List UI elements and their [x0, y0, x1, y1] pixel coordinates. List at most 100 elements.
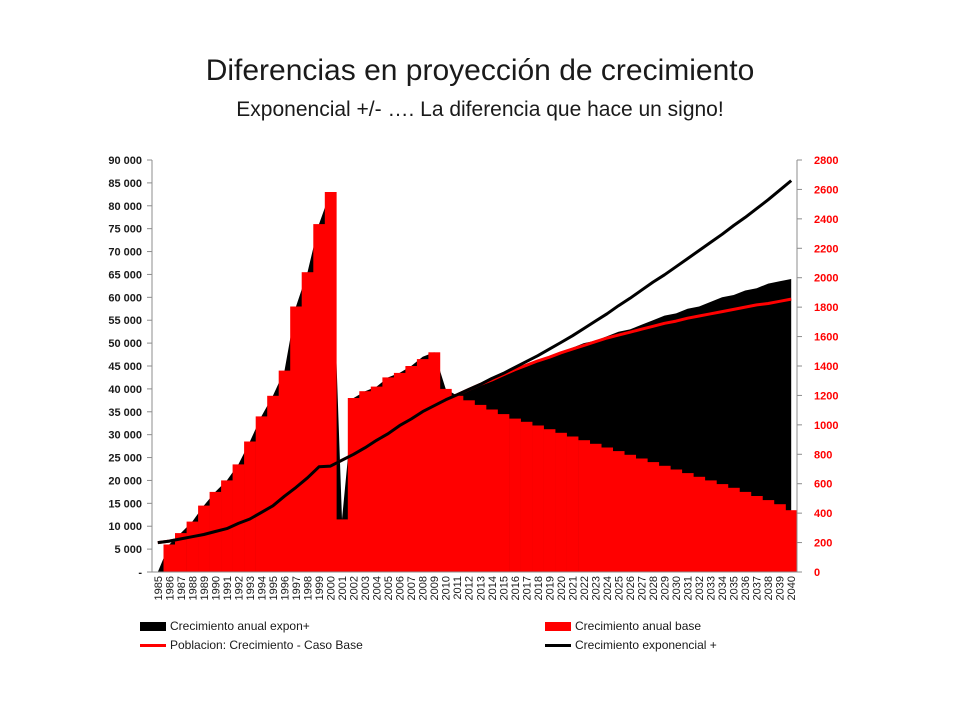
- legend-label-base: Crecimiento anual base: [575, 619, 702, 633]
- x-tick-label-2022: 2022: [579, 576, 591, 600]
- bar-base-2028: [647, 462, 660, 572]
- bar-base-2017: [520, 421, 533, 572]
- bar-base-2010: [439, 388, 452, 572]
- right-tick-label: 800: [814, 449, 832, 461]
- x-tick-label-2038: 2038: [763, 576, 775, 600]
- right-tick-label: 2000: [814, 273, 838, 285]
- right-tick-label: 0: [814, 567, 820, 579]
- left-tick-label: 90 000: [108, 155, 142, 167]
- x-tick-label-2037: 2037: [752, 576, 764, 600]
- x-tick-label-1998: 1998: [303, 576, 315, 600]
- x-tick-label-2021: 2021: [567, 576, 579, 600]
- bar-base-1991: [221, 480, 233, 572]
- x-tick-label-2027: 2027: [637, 576, 649, 600]
- bar-base-2030: [670, 469, 683, 572]
- bar-base-1986: [163, 544, 176, 572]
- bar-base-2005: [382, 377, 395, 572]
- bar-base-2015: [497, 414, 510, 572]
- x-tick-label-2009: 2009: [429, 576, 441, 600]
- bar-base-2018: [532, 425, 544, 572]
- legend-item-exponencial: Crecimiento exponencial +: [545, 638, 717, 652]
- left-tick-label: 40 000: [108, 384, 142, 396]
- x-tick-label-1990: 1990: [210, 576, 222, 600]
- x-tick-label-2015: 2015: [498, 576, 510, 600]
- bar-base-2032: [693, 476, 706, 572]
- x-tick-label-2031: 2031: [683, 576, 695, 600]
- bar-base-2034: [716, 484, 729, 572]
- x-tick-label-2002: 2002: [349, 576, 361, 600]
- x-tick-label-1985: 1985: [153, 576, 165, 600]
- right-tick-label: 1200: [814, 390, 838, 402]
- x-tick-label-2024: 2024: [602, 576, 614, 600]
- bar-base-2012: [463, 400, 475, 572]
- right-tick-label: 200: [814, 538, 832, 550]
- bar-base-2000: [324, 192, 337, 572]
- left-tick-label: 20 000: [108, 475, 142, 487]
- bar-base-2024: [601, 447, 614, 572]
- left-tick-label: 10 000: [108, 521, 142, 533]
- left-tick-label: 70 000: [108, 247, 142, 259]
- x-tick-label-2013: 2013: [475, 576, 487, 600]
- x-tick-label-2003: 2003: [360, 576, 372, 600]
- x-tick-label-2019: 2019: [544, 576, 556, 600]
- legend-swatch-black-area: [140, 621, 166, 631]
- x-tick-label-2004: 2004: [372, 576, 384, 600]
- bar-base-2008: [416, 359, 429, 572]
- bar-base-1992: [232, 464, 245, 572]
- bar-base-1999: [313, 224, 326, 572]
- bar-base-2003: [359, 391, 372, 572]
- x-tick-label-1995: 1995: [268, 576, 280, 600]
- bar-base-2037: [750, 496, 763, 572]
- left-tick-label: 75 000: [108, 224, 142, 236]
- bar-base-1987: [175, 533, 187, 572]
- x-tick-label-1999: 1999: [314, 576, 326, 600]
- bar-base-1996: [278, 370, 291, 572]
- x-tick-label-2014: 2014: [487, 576, 499, 600]
- bar-base-2026: [624, 454, 637, 572]
- bar-base-1989: [198, 505, 210, 572]
- legend-item-poblacion: Poblacion: Crecimiento - Caso Base: [140, 638, 363, 652]
- x-tick-label-2017: 2017: [521, 576, 533, 600]
- x-tick-label-2033: 2033: [706, 576, 718, 600]
- legend-item-base: Crecimiento anual base: [545, 619, 701, 633]
- x-tick-label-2005: 2005: [383, 576, 395, 600]
- bar-base-2019: [543, 429, 556, 572]
- legend-swatch-black-line: [545, 643, 571, 647]
- bar-base-2038: [762, 500, 775, 572]
- x-tick-label-2035: 2035: [729, 576, 741, 600]
- x-tick-label-2036: 2036: [740, 576, 752, 600]
- x-tick-label-2011: 2011: [452, 576, 464, 600]
- left-tick-label: 30 000: [108, 430, 142, 442]
- bar-base-1993: [244, 441, 256, 572]
- x-tick-label-1992: 1992: [233, 576, 245, 600]
- chart-subtitle: Exponencial +/- …. La diferencia que hac…: [236, 98, 724, 121]
- left-tick-label: 85 000: [108, 178, 142, 190]
- x-tick-label-1989: 1989: [199, 576, 211, 600]
- bar-base-2025: [612, 451, 625, 572]
- x-tick-label-1986: 1986: [164, 576, 176, 600]
- bar-base-2004: [370, 386, 383, 572]
- x-tick-label-2032: 2032: [694, 576, 706, 600]
- left-tick-label: 5 000: [114, 544, 142, 556]
- x-tick-label-1991: 1991: [222, 576, 234, 600]
- x-tick-label-1996: 1996: [280, 576, 292, 600]
- x-tick-label-2012: 2012: [464, 576, 476, 600]
- bar-base-2021: [566, 436, 579, 572]
- bar-base-2016: [509, 418, 521, 572]
- bar-base-2002: [347, 398, 360, 572]
- bar-base-2031: [681, 473, 694, 572]
- right-tick-label: 1600: [814, 332, 838, 344]
- x-tick-label-2034: 2034: [717, 576, 729, 600]
- bar-base-2006: [393, 372, 406, 572]
- bar-base-2007: [405, 366, 418, 572]
- x-tick-label-2000: 2000: [326, 576, 338, 600]
- x-tick-label-1993: 1993: [245, 576, 257, 600]
- legend-label-poblacion: Poblacion: Crecimiento - Caso Base: [170, 638, 363, 652]
- bar-base-1998: [301, 272, 314, 572]
- left-tick-label: 60 000: [108, 292, 142, 304]
- bar-base-2022: [578, 440, 591, 572]
- x-tick-label-2006: 2006: [395, 576, 407, 600]
- right-tick-label: 1800: [814, 302, 838, 314]
- bar-base-1994: [255, 416, 268, 572]
